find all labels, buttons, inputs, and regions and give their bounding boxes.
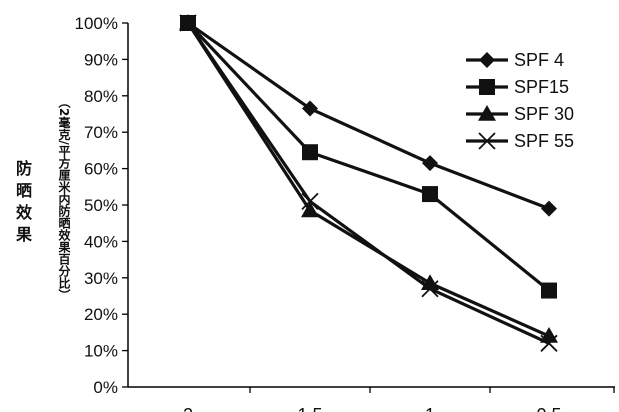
legend-label-0: SPF 4 [514, 50, 564, 70]
data-point-2-2 [421, 274, 439, 291]
y-tick-label: 70% [84, 123, 118, 142]
legend-marker-0 [479, 52, 495, 68]
x-tick-label: 1 [425, 405, 435, 412]
y-tick-label: 20% [84, 305, 118, 324]
y-tick-label: 60% [84, 160, 118, 179]
data-point-1-1 [302, 144, 318, 161]
x-tick-label: 0.5 [536, 405, 561, 412]
legend-marker-3 [478, 132, 496, 150]
data-point-0-2 [422, 155, 438, 172]
y-tick-label: 40% [84, 232, 118, 251]
y-tick-label: 0% [93, 378, 118, 397]
legend-marker-1 [479, 79, 495, 95]
legend-marker-2 [478, 105, 496, 121]
data-point-1-3 [541, 282, 557, 299]
series-line-3 [186, 22, 550, 345]
legend-label-3: SPF 55 [514, 131, 574, 151]
x-tick-label: 1.5 [297, 405, 322, 412]
data-point-3-1 [301, 192, 319, 210]
y-tick-label: 10% [84, 342, 118, 361]
data-point-3-0 [179, 14, 197, 32]
data-point-1-2 [422, 186, 438, 203]
series-line-0 [187, 21, 550, 211]
legend-label-1: SPF15 [514, 77, 569, 97]
legend-label-2: SPF 30 [514, 104, 574, 124]
outer-y-axis-label: 防晒效果 [15, 159, 32, 244]
y-tick-label: 100% [75, 14, 118, 33]
x-tick-label: 2 [183, 405, 193, 412]
y-tick-label: 50% [84, 196, 118, 215]
y-tick-label: 80% [84, 87, 118, 106]
data-point-3-2 [421, 280, 439, 298]
data-point-3-3 [540, 334, 558, 352]
data-point-0-1 [302, 100, 318, 117]
series-line-1 [186, 21, 551, 292]
y-tick-label: 90% [84, 50, 118, 69]
y-axis-label: （2毫克/平方厘米内防晒效果百分比） [57, 96, 71, 301]
data-point-2-1 [301, 201, 319, 218]
y-tick-label: 30% [84, 269, 118, 288]
data-point-0-3 [541, 200, 557, 217]
series-line-2 [186, 22, 550, 338]
